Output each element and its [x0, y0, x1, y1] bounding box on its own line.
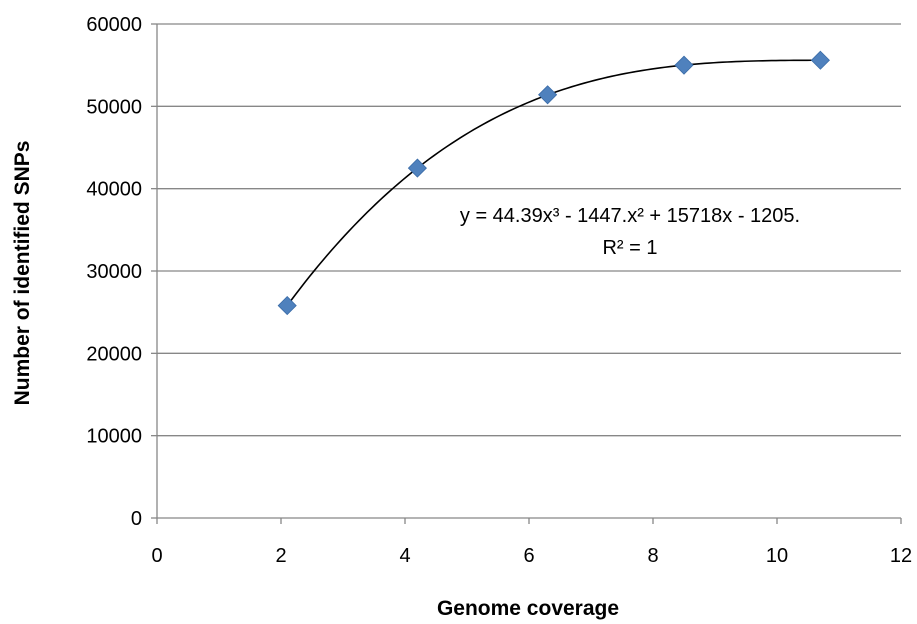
y-tick-label: 20000 — [86, 343, 142, 365]
y-tick-label: 30000 — [86, 261, 142, 283]
data-point — [810, 50, 830, 70]
data-point — [674, 55, 694, 75]
x-tick-label: 10 — [766, 545, 788, 567]
y-tick-label: 0 — [131, 508, 142, 530]
data-points — [277, 50, 830, 316]
x-tick-label: 12 — [890, 545, 912, 567]
x-tick-label: 0 — [151, 545, 162, 567]
y-tick-label: 10000 — [86, 426, 142, 448]
x-tick-label: 2 — [275, 545, 286, 567]
gridlines — [157, 23, 901, 437]
y-axis-title: Number of identified SNPs — [11, 141, 34, 406]
data-point — [538, 85, 558, 105]
x-tick-label: 8 — [647, 545, 658, 567]
x-tick-label: 6 — [523, 545, 534, 567]
trendline-equation: y = 44.39x³ - 1447.x² + 15718x - 1205. — [460, 205, 800, 227]
axis-ticks — [151, 23, 902, 524]
data-point — [277, 296, 297, 316]
x-axis-title: Genome coverage — [437, 597, 619, 620]
r-squared-label: R² = 1 — [602, 237, 657, 259]
data-point — [407, 158, 427, 178]
y-tick-labels: 0 10000 20000 30000 40000 50000 60000 — [86, 14, 142, 530]
y-tick-label: 50000 — [86, 96, 142, 118]
x-tick-labels: 0 2 4 6 8 10 12 — [151, 545, 912, 567]
x-tick-label: 4 — [399, 545, 410, 567]
y-tick-label: 60000 — [86, 14, 142, 36]
y-tick-label: 40000 — [86, 179, 142, 201]
